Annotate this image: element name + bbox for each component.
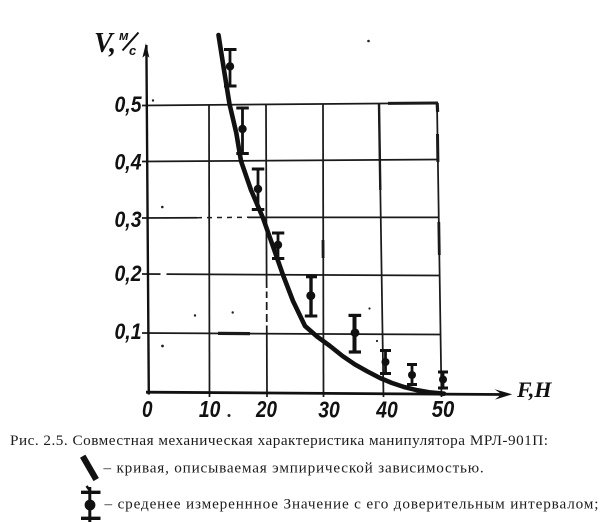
svg-text:0,4: 0,4 xyxy=(115,150,142,175)
svg-text:V,: V, xyxy=(94,28,116,59)
svg-text:с: с xyxy=(129,43,137,58)
svg-text:0,5: 0,5 xyxy=(115,92,143,117)
svg-text:0,1: 0,1 xyxy=(115,319,142,344)
svg-text:0: 0 xyxy=(142,396,153,422)
svg-text:0,3: 0,3 xyxy=(115,207,142,232)
svg-text:40: 40 xyxy=(375,397,398,423)
svg-text:0,2: 0,2 xyxy=(115,261,143,286)
svg-text:20: 20 xyxy=(255,396,277,422)
svg-text:– кривая, описываемая эмпириче: – кривая, описываемая эмпирической завис… xyxy=(103,460,485,477)
svg-text:– среденее измереннное Значени: – среденее измереннное Значение с его до… xyxy=(104,496,600,513)
svg-text:50: 50 xyxy=(432,396,455,422)
svg-text:м: м xyxy=(119,28,129,43)
svg-text:F,Н: F,Н xyxy=(516,377,552,402)
svg-text:30: 30 xyxy=(318,397,340,423)
svg-text:10: 10 xyxy=(199,396,221,422)
svg-text:Рис. 2.5. Совместная механичес: Рис. 2.5. Совместная механическая характ… xyxy=(10,432,548,449)
